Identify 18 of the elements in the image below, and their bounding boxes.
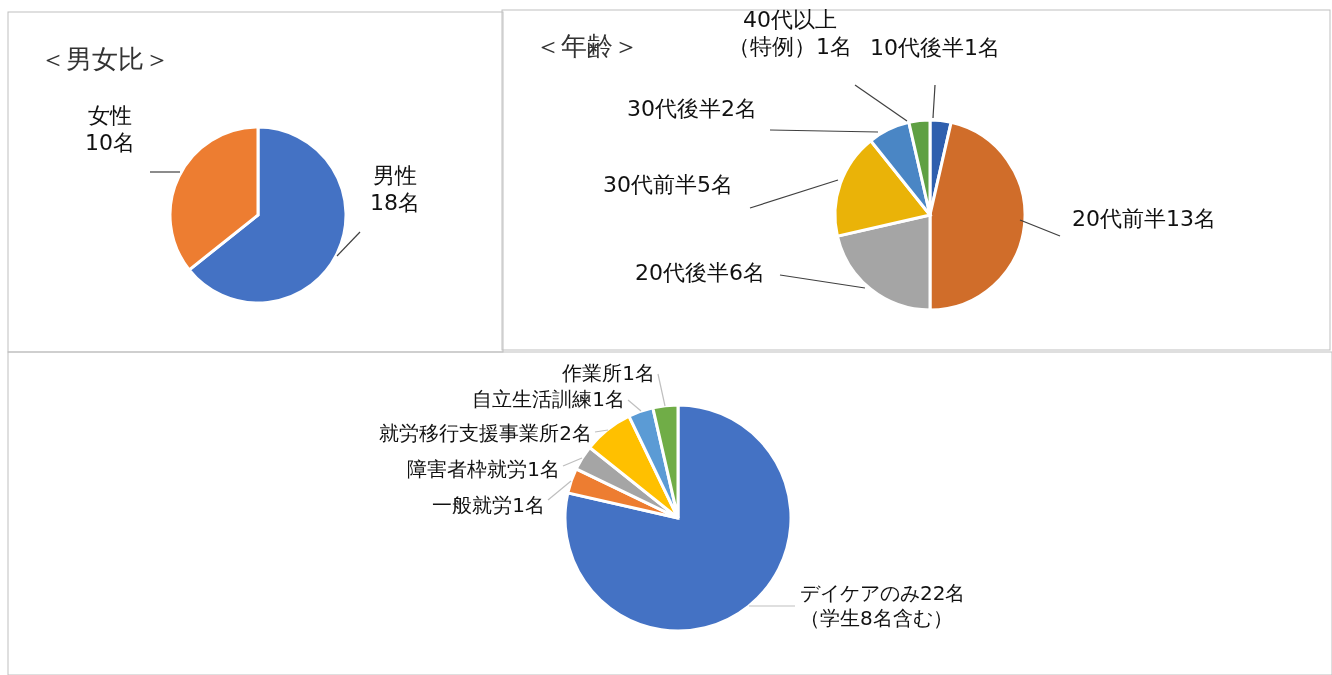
slice-label: 作業所1名 — [561, 361, 655, 385]
slice-label: 30代後半2名 — [627, 96, 757, 121]
slice-label: デイケアのみ22名（学生8名含む） — [800, 581, 966, 630]
text: ＜年齢＞ — [535, 31, 639, 61]
slice-label: 20代前半13名 — [1072, 206, 1216, 231]
slice-label: 男性 — [373, 162, 417, 188]
slice-label: 障害者枠就労1名 — [407, 457, 560, 481]
slice-label: 自立生活訓練1名 — [472, 387, 625, 411]
slice-label: 40代以上（特例）1名 — [728, 6, 852, 60]
data-label: 18名 — [370, 190, 420, 216]
slice-label: 一般就労1名 — [432, 493, 545, 517]
slice-label: 20代後半6名 — [635, 260, 765, 285]
slice-label: 30代前半5名 — [603, 172, 733, 197]
slice-label: 就労移行支援事業所2名 — [379, 421, 592, 445]
slice-label: 10代後半1名 — [870, 35, 1000, 60]
chart-title: ＜男女比＞ — [40, 44, 170, 74]
data-label: 10名 — [85, 130, 135, 156]
slice-label: 女性 — [88, 102, 132, 128]
